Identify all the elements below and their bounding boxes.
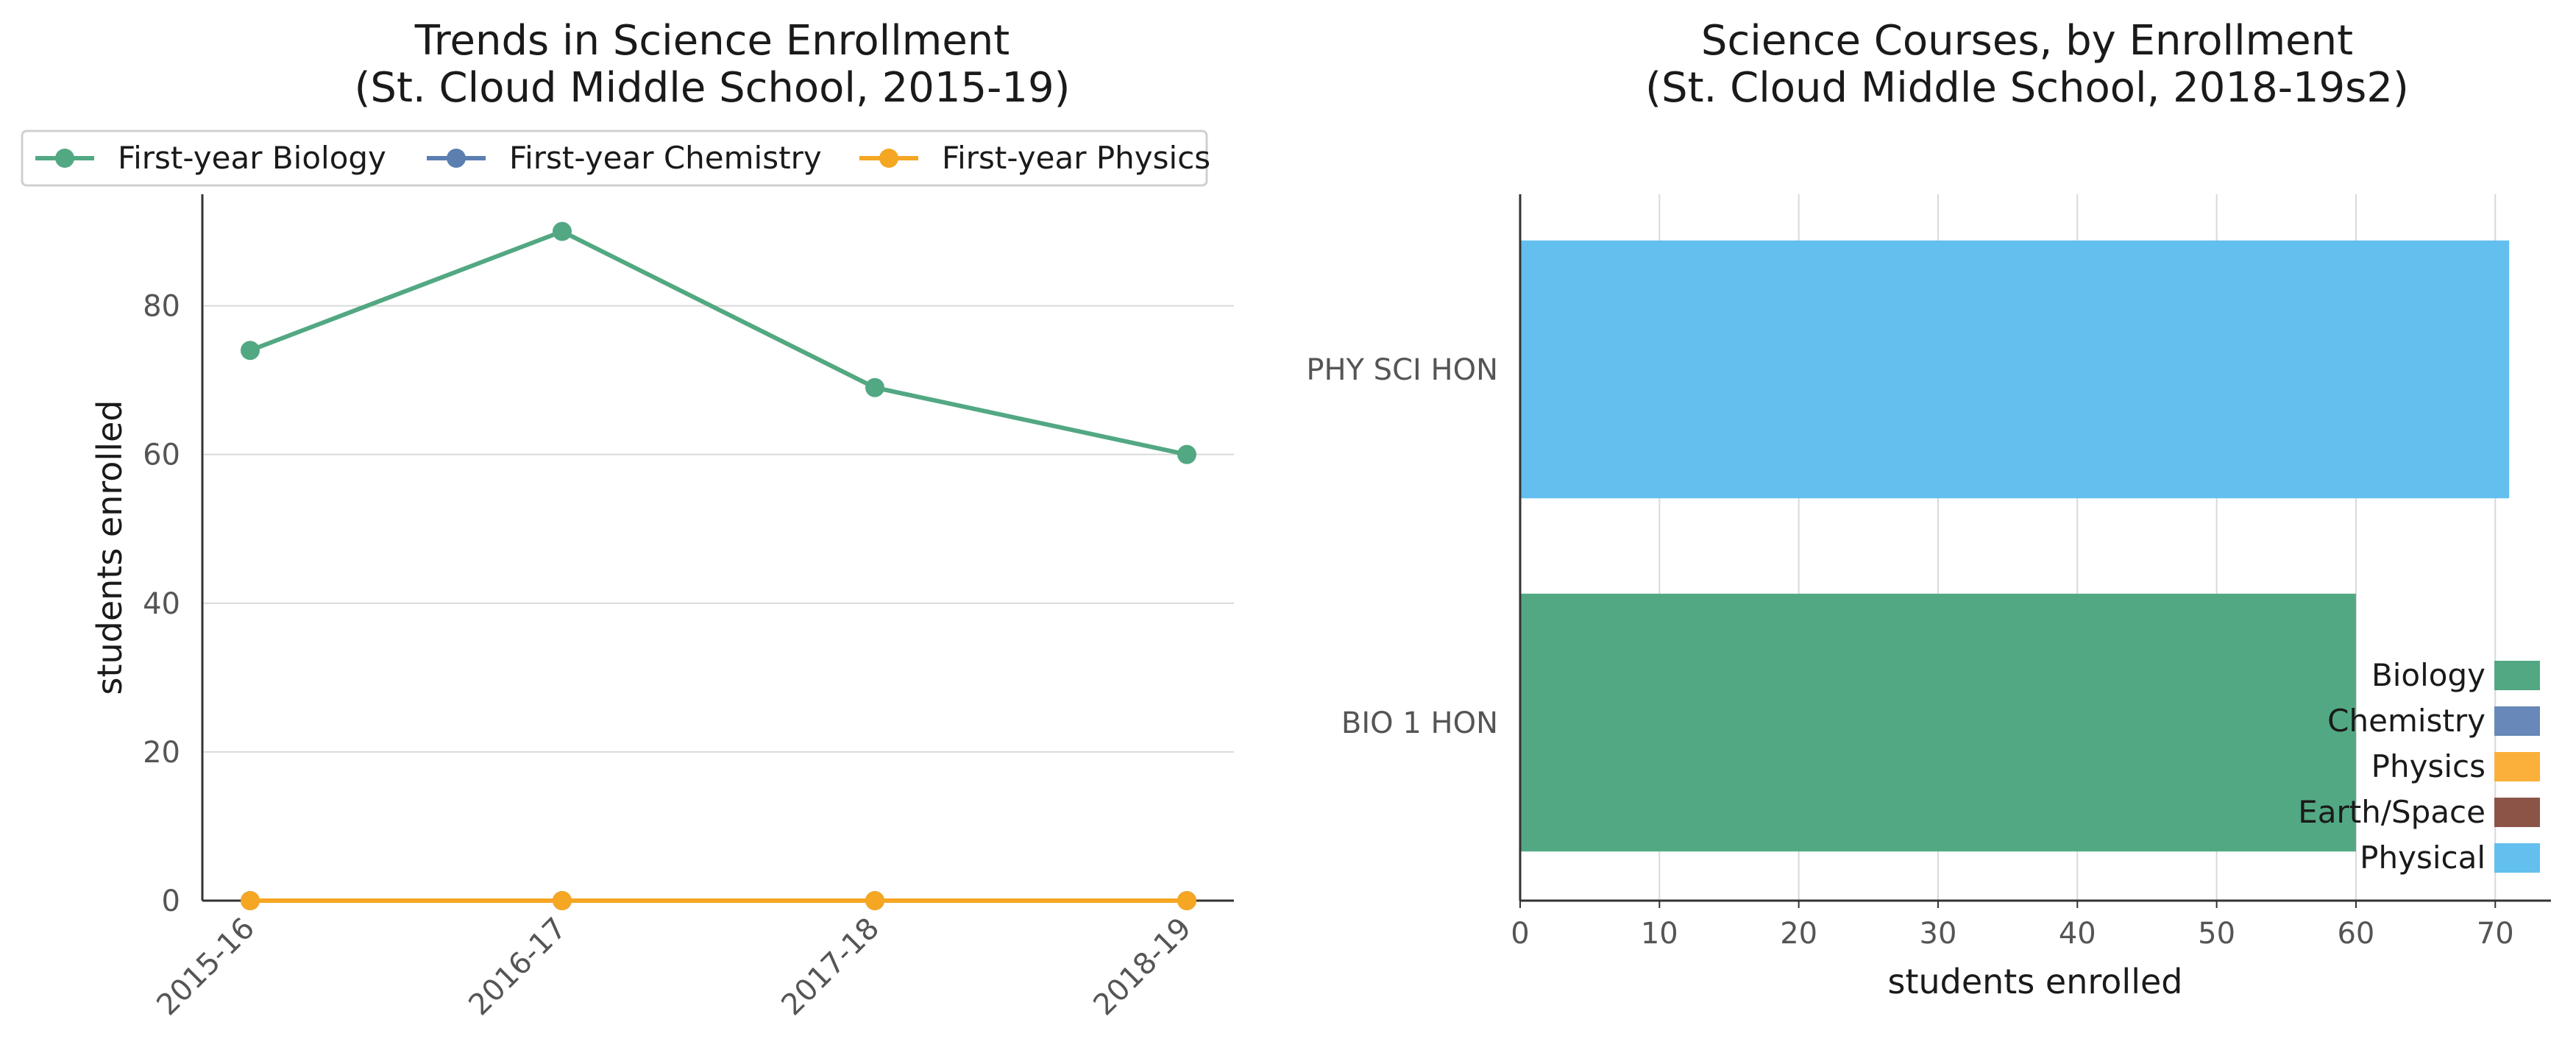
legend-marker	[447, 149, 466, 168]
legend-label: First-year Chemistry	[509, 140, 822, 176]
legend-marker	[55, 149, 74, 168]
bar-legend-swatch	[2494, 752, 2540, 781]
bar-chart-x-tick-label: 50	[2198, 917, 2235, 951]
line-chart-x-ticks: 2015-16 2016-17 2017-18 2018-19	[150, 901, 1198, 1022]
line-point-first-year-physics	[1177, 891, 1196, 910]
bar-chart-category-labels: PHY SCI HON BIO 1 HON	[1306, 353, 1498, 740]
line-legend-items: First-year Biology First-year Chemistry Fi…	[35, 140, 1210, 176]
bar-legend-label: Biology	[2371, 657, 2485, 693]
line-point-first-year-biology	[1177, 444, 1196, 464]
bar-chart-x-tick-label: 40	[2059, 917, 2096, 951]
line-point-first-year-biology	[241, 341, 260, 361]
bar-chart-x-tick-label: 0	[1511, 917, 1529, 951]
bar-chart-x-tick-label: 60	[2337, 917, 2374, 951]
bar-chart-x-ticks: 0 10 20 30 40 50 60 70	[1511, 901, 2514, 951]
bar-chart-title: Science Courses, by Enrollment	[1701, 17, 2353, 65]
bar-legend-label: Chemistry	[2327, 703, 2485, 739]
line-chart-x-tick-label: 2018-19	[1087, 912, 1198, 1023]
line-chart-y-tick-label: 60	[143, 439, 180, 472]
line-chart-series	[241, 221, 1196, 910]
line-chart-y-tick-label: 0	[162, 884, 180, 918]
legend-label: First-year Biology	[118, 140, 386, 176]
legend-marker	[879, 149, 898, 168]
line-chart-y-tick-label: 40	[143, 587, 180, 621]
bar-bio-1-hon	[1520, 593, 2356, 852]
bar-chart-x-tick-label: 20	[1780, 917, 1817, 951]
bar-chart-x-tick-label: 30	[1920, 917, 1957, 951]
line-point-first-year-biology	[553, 221, 572, 241]
line-chart-legend: First-year Biology First-year Chemistry Fi…	[21, 130, 1210, 187]
bar-chart-subtitle: (St. Cloud Middle School, 2018-19s2)	[1645, 64, 2409, 112]
bar-legend-swatch	[2494, 798, 2540, 827]
line-chart-subtitle: (St. Cloud Middle School, 2015-19)	[355, 64, 1071, 112]
line-chart-x-tick-label: 2017-18	[775, 912, 886, 1023]
bar-chart-x-tick-label: 10	[1641, 917, 1678, 951]
bar-chart-x-label: students enrolled	[1888, 962, 2183, 1001]
line-chart-y-tick-label: 20	[143, 736, 180, 770]
bar-legend-label: Physical	[2360, 840, 2485, 876]
line-point-first-year-biology	[865, 377, 884, 397]
line-chart: Trends in Science Enrollment (St. Cloud …	[21, 17, 1234, 1022]
bar-phy-sci-hon	[1520, 240, 2510, 499]
line-chart-y-label: students enrolled	[90, 400, 129, 695]
line-series-first-year-biology	[249, 229, 1188, 457]
bar-category-label: PHY SCI HON	[1306, 353, 1498, 387]
line-chart-x-tick-label: 2015-16	[150, 912, 261, 1023]
bar-chart-x-tick-label: 70	[2477, 917, 2514, 951]
bar-category-label: BIO 1 HON	[1341, 706, 1498, 740]
bar-legend-swatch	[2494, 661, 2540, 690]
legend-label: First-year Physics	[942, 140, 1210, 176]
line-chart-x-tick-label: 2016-17	[462, 912, 573, 1023]
line-chart-y-tick-label: 80	[143, 290, 180, 324]
line-point-first-year-physics	[865, 891, 884, 910]
line-chart-gridlines	[202, 305, 1234, 753]
line-chart-y-ticks: 0 20 40 60 80	[143, 290, 180, 918]
line-legend-frame	[21, 130, 1208, 187]
bar-chart: Science Courses, by Enrollment (St. Clou…	[1306, 17, 2551, 1001]
bar-chart-bars	[1520, 240, 2510, 852]
line-chart-title: Trends in Science Enrollment	[414, 17, 1010, 65]
line-point-first-year-physics	[553, 891, 572, 910]
bar-legend-label: Earth/Space	[2298, 794, 2485, 830]
line-point-first-year-physics	[241, 891, 260, 910]
bar-legend-label: Physics	[2371, 748, 2485, 784]
bar-chart-legend: Biology Chemistry Physics Earth/Space Physic…	[2298, 657, 2540, 876]
bar-legend-swatch	[2494, 706, 2540, 736]
bar-legend-swatch	[2494, 843, 2540, 873]
